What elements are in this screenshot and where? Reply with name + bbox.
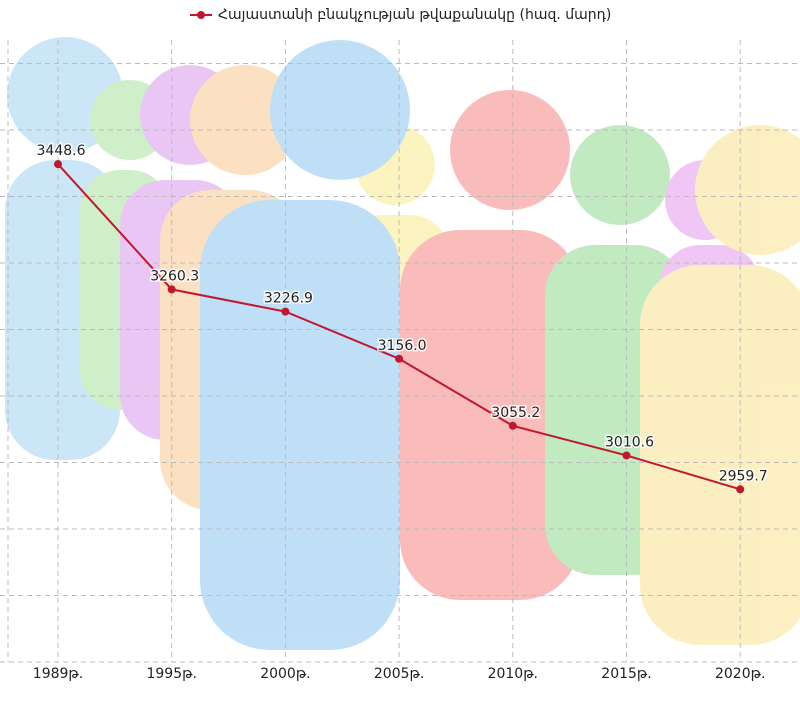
data-label: 3010.6 [605, 434, 654, 450]
data-label: 3448.6 [37, 143, 86, 159]
data-point [622, 451, 631, 460]
data-label: 3055.2 [491, 405, 540, 421]
x-tick-label: 2020թ. [715, 666, 765, 682]
data-label: 3156.0 [378, 338, 427, 354]
x-tick-label: 2015թ. [601, 666, 651, 682]
data-point [395, 354, 404, 363]
data-label: 2959.7 [719, 468, 768, 484]
data-point [736, 485, 745, 494]
x-tick-label: 2005թ. [374, 666, 424, 682]
x-tick-label: 1995թ. [146, 666, 196, 682]
data-label: 3260.3 [150, 268, 199, 284]
data-point [54, 160, 62, 169]
legend-label: Հայաստանի բնակչության թվաքանակը (հազ. մա… [218, 7, 611, 23]
x-tick-label: 1989թ. [33, 666, 83, 682]
x-tick-label: 2000թ. [260, 666, 310, 682]
data-point [281, 307, 290, 316]
background-figures [5, 37, 800, 650]
data-label: 3226.9 [264, 291, 313, 307]
legend-marker [197, 11, 205, 19]
legend: Հայաստանի բնակչության թվաքանակը (հազ. մա… [190, 7, 611, 23]
data-point [167, 285, 176, 294]
x-tick-label: 2010թ. [488, 666, 538, 682]
data-point [508, 421, 517, 430]
